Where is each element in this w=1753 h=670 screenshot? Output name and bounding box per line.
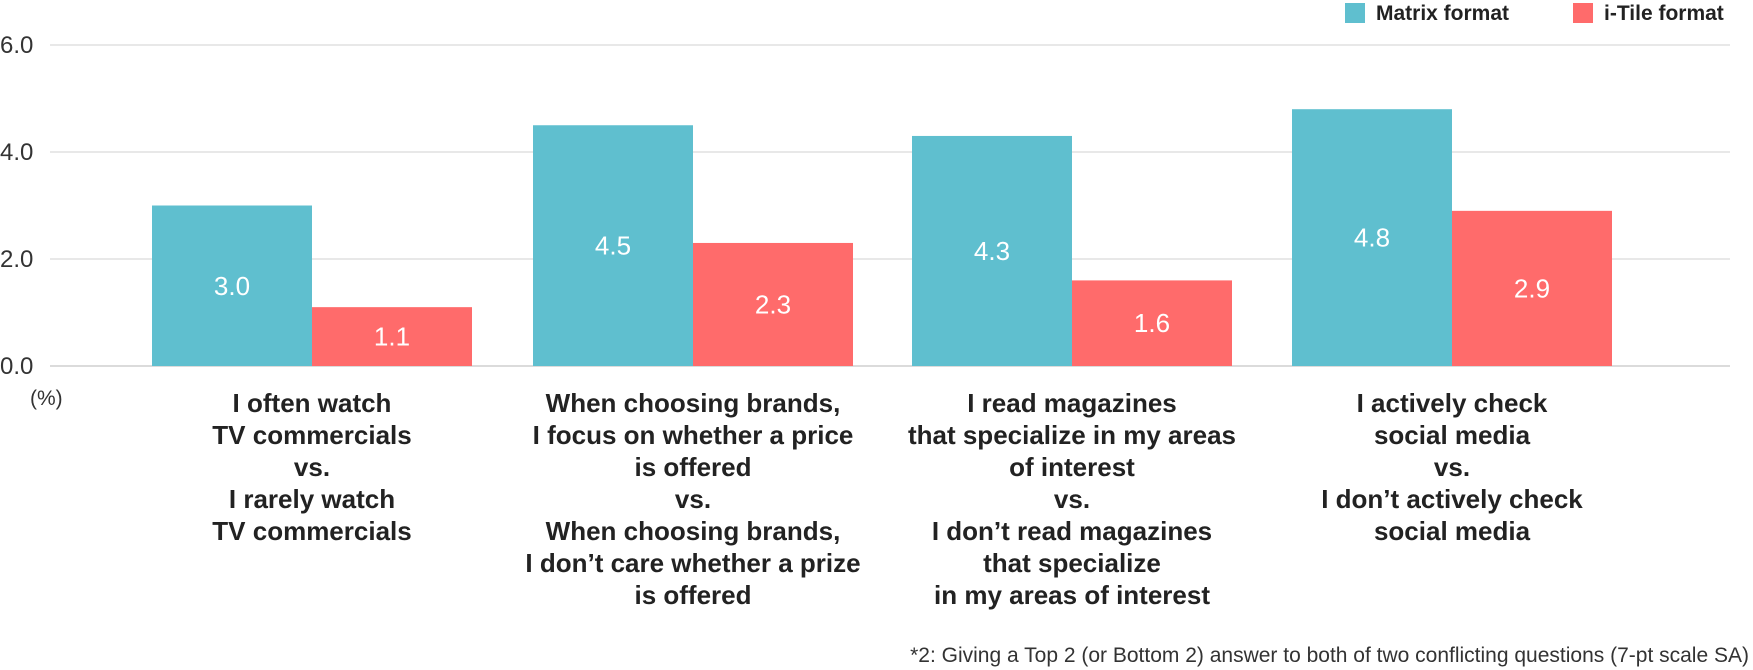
category-label-line: vs. xyxy=(1054,484,1090,514)
bars: 3.0 4.5 4.3 4.8 1.1 2.3 1.6 2.9 xyxy=(152,109,1612,366)
category-label-4: I actively check social media vs. I don’t a… xyxy=(1321,388,1583,546)
bar-value-label: 4.3 xyxy=(974,236,1010,266)
category-labels: I often watch TV commercials vs. I rarely w… xyxy=(212,388,1583,610)
bar-matrix-1 xyxy=(152,205,312,366)
legend-swatch-itile xyxy=(1573,3,1593,23)
bar-matrix-2 xyxy=(533,125,693,366)
bar-value-label: 1.1 xyxy=(374,322,410,352)
category-label-line: I focus on whether a price xyxy=(533,420,854,450)
legend-label-matrix: Matrix format xyxy=(1376,2,1509,25)
footnote: *2: Giving a Top 2 (or Bottom 2) answer … xyxy=(910,644,1749,667)
category-label-3: I read magazines that specialize in my ar… xyxy=(908,388,1236,610)
bar-value-label: 4.5 xyxy=(595,231,631,261)
bar-value-label: 4.8 xyxy=(1354,223,1390,253)
category-label-line: I read magazines xyxy=(967,388,1177,418)
category-label-line: is offered xyxy=(634,452,751,482)
category-label-line: TV commercials xyxy=(212,516,411,546)
category-label-line: that specialize xyxy=(983,548,1161,578)
category-label-line: vs. xyxy=(1434,452,1470,482)
legend-label-itile: i-Tile format xyxy=(1604,2,1724,25)
bar-matrix-4 xyxy=(1292,109,1452,366)
legend-swatch-matrix xyxy=(1345,3,1365,23)
category-label-line: I don’t care whether a prize xyxy=(525,548,860,578)
bar-itile-3 xyxy=(1072,280,1232,366)
category-label-line: vs. xyxy=(675,484,711,514)
category-label-line: that specialize in my areas xyxy=(908,420,1236,450)
bar-itile-4 xyxy=(1452,210,1612,366)
category-label-line: I actively check xyxy=(1357,388,1548,418)
category-label-line: I often watch xyxy=(233,388,392,418)
y-tick-label: 0.0 xyxy=(0,353,33,380)
category-label-line: is offered xyxy=(634,580,751,610)
bar-itile-2 xyxy=(693,242,853,366)
y-axis: 0.0 2.0 4.0 6.0 xyxy=(0,32,33,380)
bar-itile-1 xyxy=(312,307,472,366)
bar-value-label: 2.3 xyxy=(755,289,791,319)
category-label-line: vs. xyxy=(294,452,330,482)
bar-matrix-3 xyxy=(912,135,1072,366)
category-label-line: When choosing brands, xyxy=(546,516,841,546)
category-label-line: I don’t read magazines xyxy=(932,516,1212,546)
bar-value-label: 3.0 xyxy=(214,271,250,301)
category-label-line: in my areas of interest xyxy=(934,580,1210,610)
category-label-2: When choosing brands, I focus on whether … xyxy=(525,388,860,610)
bar-value-label: 1.6 xyxy=(1134,308,1170,338)
category-label-line: social media xyxy=(1374,516,1531,546)
category-label-line: When choosing brands, xyxy=(546,388,841,418)
y-tick-label: 2.0 xyxy=(0,246,33,273)
y-axis-unit-label: (%) xyxy=(30,387,63,410)
category-label-line: I rarely watch xyxy=(229,484,395,514)
category-label-1: I often watch TV commercials vs. I rarely w… xyxy=(212,388,411,546)
category-label-line: of interest xyxy=(1009,452,1135,482)
bar-value-label: 2.9 xyxy=(1514,273,1550,303)
y-tick-label: 4.0 xyxy=(0,139,33,166)
y-tick-label: 6.0 xyxy=(0,32,33,59)
category-label-line: TV commercials xyxy=(212,420,411,450)
category-label-line: social media xyxy=(1374,420,1531,450)
category-label-line: I don’t actively check xyxy=(1321,484,1583,514)
legend: Matrix format i-Tile format xyxy=(1345,2,1724,25)
